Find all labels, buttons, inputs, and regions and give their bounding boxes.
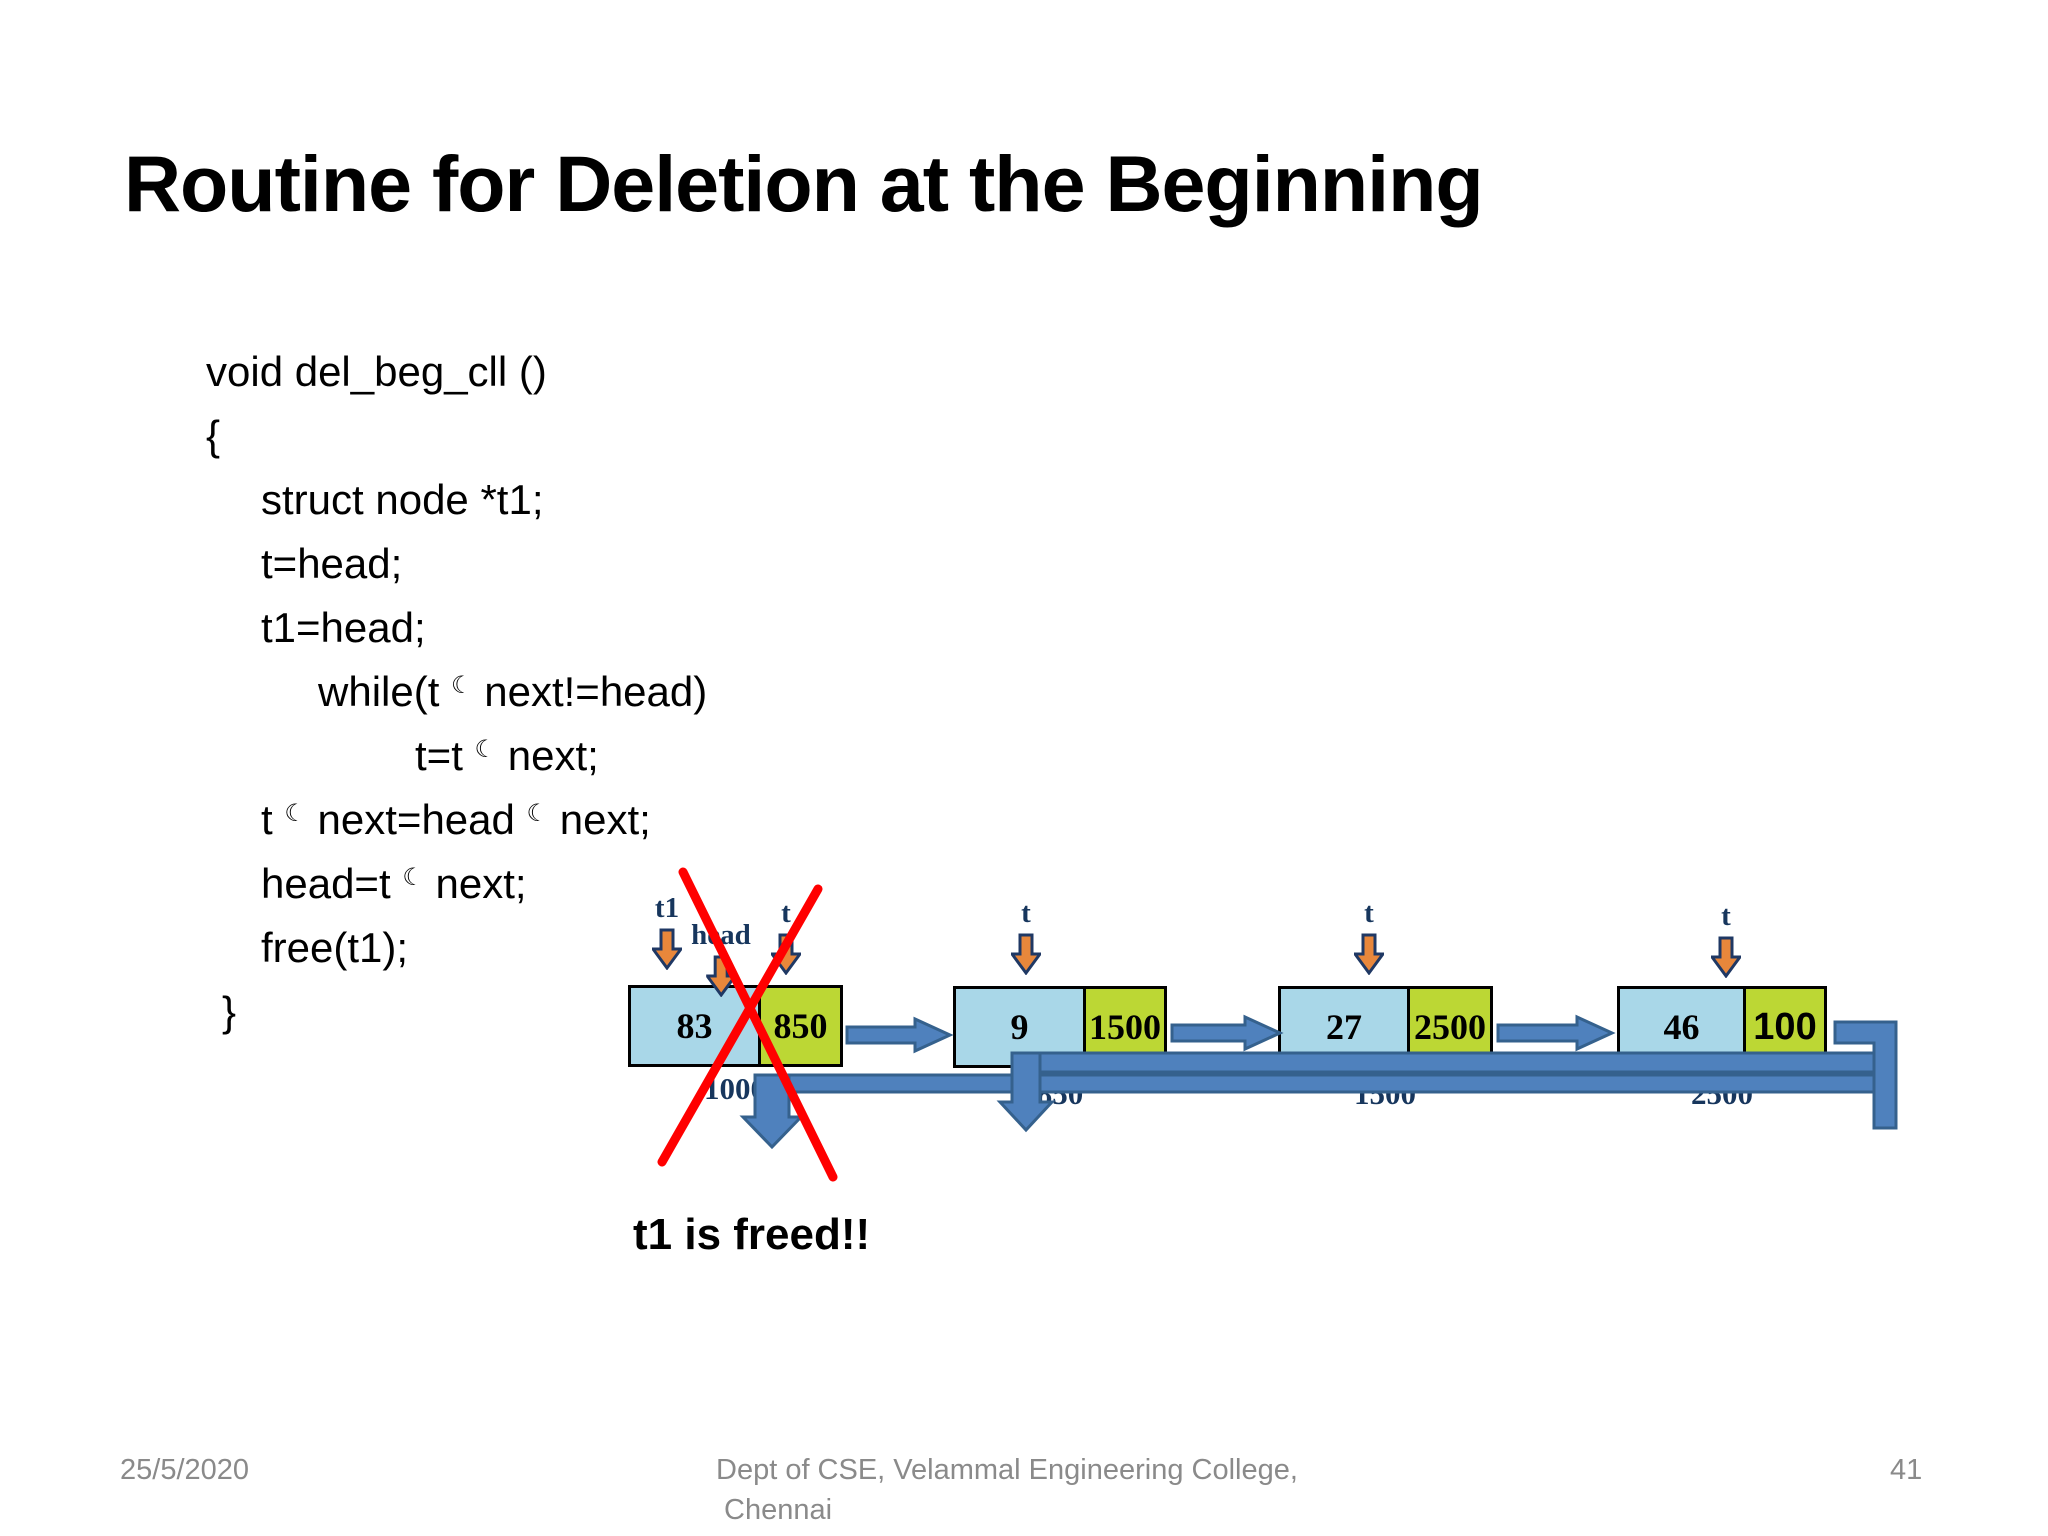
code-block: void del_beg_cll () { struct node *t1; t… [206, 340, 707, 1044]
footer-page-number: 41 [1890, 1454, 1923, 1486]
code-line: free(t1); [261, 924, 409, 971]
list-node-2: 9 1500 [953, 986, 1167, 1068]
page-title: Routine for Deletion at the Beginning [124, 139, 1484, 228]
pointer-marker-head: head [691, 920, 751, 997]
link-arrow-2-3 [1170, 1014, 1284, 1052]
list-node-1: 83 850 [628, 985, 843, 1067]
pointer-label: head [691, 919, 751, 951]
node-address-4: 2500 [1691, 1076, 1753, 1111]
down-arrow-icon [1711, 936, 1741, 978]
pointer-label: t [1364, 897, 1374, 929]
code-line: void del_beg_cll () [206, 348, 547, 395]
code-line: struct node *t1; [261, 476, 544, 523]
arrow-moon-icon: ☾ [402, 863, 424, 891]
code-line: head=t ☾ next; [206, 852, 707, 916]
down-arrow-icon [771, 933, 801, 975]
link-arrow-1-2 [845, 1016, 954, 1054]
footer-date: 25/5/2020 [120, 1454, 250, 1486]
pointer-marker-t-node3: t [1354, 898, 1384, 975]
pointer-marker-t-node1: t [771, 898, 801, 975]
node-next-cell: 100 [1743, 989, 1824, 1065]
footer-org-line2: Chennai [724, 1494, 833, 1526]
arrow-moon-icon: ☾ [474, 735, 497, 763]
code-line: { [206, 412, 221, 459]
node-data-cell: 46 [1620, 989, 1743, 1065]
pointer-marker-t-node2: t [1011, 898, 1041, 975]
node-next-cell: 850 [758, 988, 840, 1064]
node-address-1: 1000 [704, 1071, 766, 1106]
code-line: t=head; [261, 540, 403, 587]
pointer-label: t [1021, 897, 1031, 929]
arrow-moon-icon: ☾ [284, 799, 306, 827]
last-node-hook [1833, 1020, 1898, 1130]
node-next-cell: 2500 [1407, 989, 1490, 1065]
pointer-marker-t-node4: t [1711, 901, 1741, 978]
node-data-cell: 83 [631, 988, 758, 1064]
link-arrow-3-4 [1496, 1014, 1616, 1052]
node-data-cell: 27 [1281, 989, 1407, 1065]
arrow-moon-icon: ☾ [451, 671, 473, 699]
footer-org-line1: Dept of CSE, Velammal Engineering Colleg… [716, 1454, 1298, 1486]
arrow-moon-icon: ☾ [526, 799, 549, 827]
freed-caption: t1 is freed!! [633, 1210, 871, 1259]
node-address-2: 850 [1036, 1076, 1084, 1111]
pointer-label: t [1721, 900, 1731, 932]
code-line: t1=head; [261, 604, 426, 651]
list-node-4: 46 100 [1617, 986, 1827, 1068]
down-arrow-icon [652, 928, 682, 970]
code-line: t=t ☾ next; [206, 724, 707, 788]
footer-organization: Dept of CSE, Velammal Engineering Colleg… [716, 1450, 1376, 1530]
down-arrow-icon [705, 955, 736, 997]
node-address-3: 1500 [1354, 1076, 1416, 1111]
down-arrow-icon [1011, 933, 1041, 975]
code-line: while(t ☾ next!=head) [206, 660, 707, 724]
code-line: } [222, 988, 237, 1035]
pointer-label: t [781, 897, 791, 929]
pointer-label: t1 [654, 892, 680, 924]
pointer-marker-t1: t1 [652, 893, 682, 970]
code-line: t ☾ next=head ☾ next; [206, 788, 707, 852]
node-data-cell: 9 [956, 989, 1083, 1065]
list-node-3: 27 2500 [1278, 986, 1493, 1068]
down-arrow-icon [1354, 933, 1384, 975]
node-next-cell: 1500 [1083, 989, 1164, 1065]
